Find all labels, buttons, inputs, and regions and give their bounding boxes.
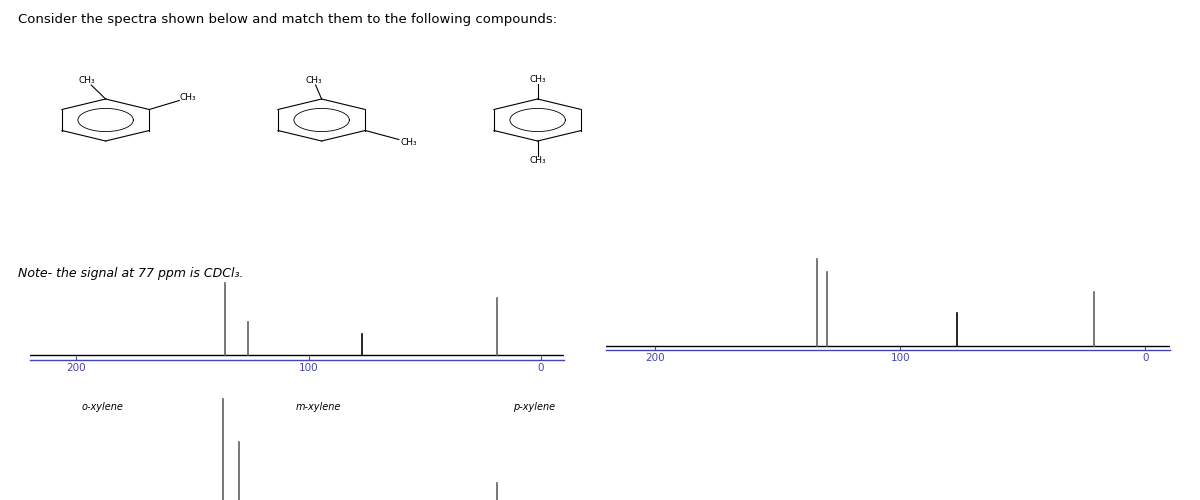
Text: CH₃: CH₃	[78, 76, 95, 86]
Text: CH₃: CH₃	[306, 76, 322, 86]
Text: CH₃: CH₃	[529, 75, 546, 84]
Text: Consider the spectra shown below and match them to the following compounds:: Consider the spectra shown below and mat…	[18, 12, 557, 26]
Text: Note- the signal at 77 ppm is CDCl₃.: Note- the signal at 77 ppm is CDCl₃.	[18, 268, 244, 280]
Text: CH₃: CH₃	[529, 156, 546, 165]
Text: CH₃: CH₃	[401, 138, 418, 146]
Text: CH₃: CH₃	[180, 94, 197, 102]
Text: o-xylene: o-xylene	[82, 402, 122, 412]
Text: m-xylene: m-xylene	[295, 402, 341, 412]
Text: p-xylene: p-xylene	[512, 402, 556, 412]
